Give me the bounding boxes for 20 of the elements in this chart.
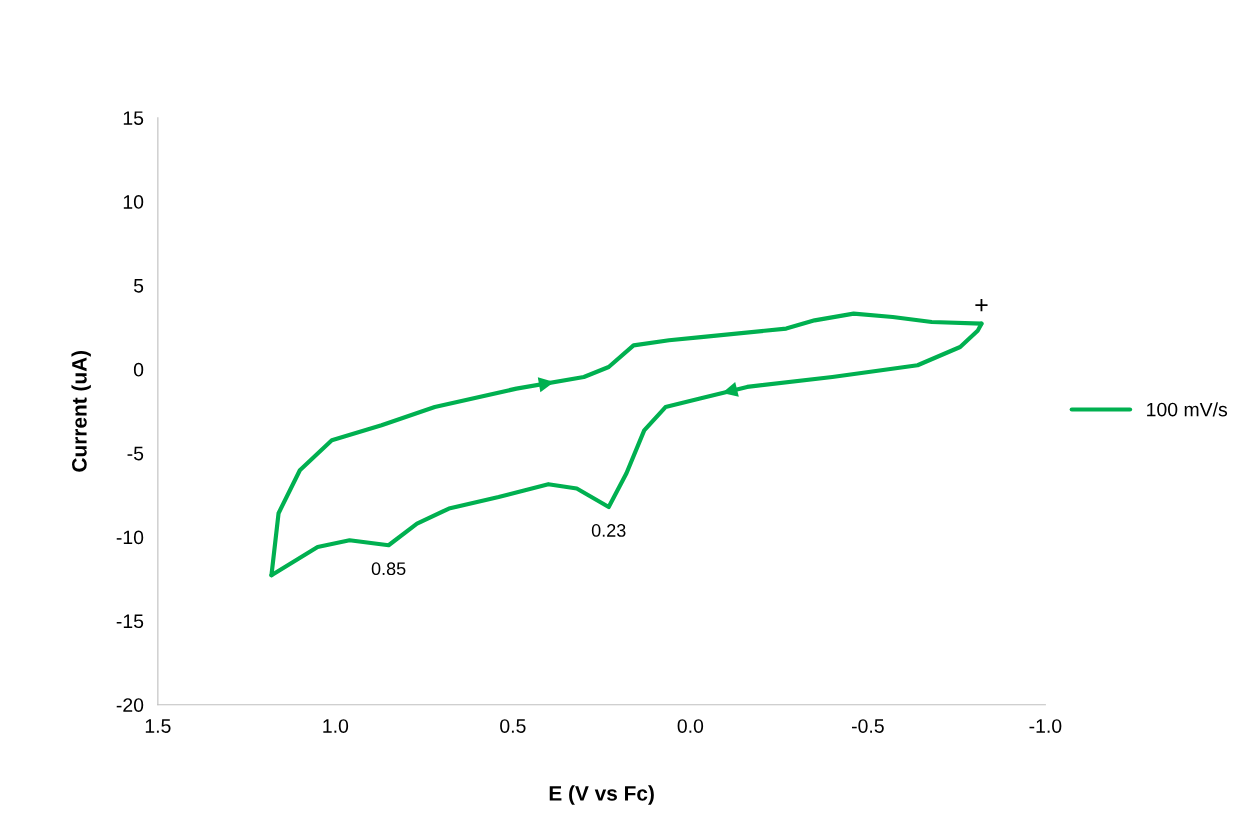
- y-tick-label: 10: [123, 195, 144, 209]
- y-tick-label: 5: [133, 279, 144, 293]
- annotation: +: [975, 299, 988, 312]
- y-axis-title: Current (uA): [71, 350, 91, 472]
- x-tick-label: -0.5: [851, 719, 884, 733]
- y-tick-label: 15: [123, 111, 144, 125]
- x-tick-label: 1.0: [323, 719, 349, 733]
- annotation: 0.85: [371, 562, 406, 576]
- x-tick-label: -1.0: [1029, 719, 1062, 733]
- y-tick-label: -20: [116, 698, 144, 712]
- y-tick-label: -10: [116, 530, 144, 545]
- x-tick-label: 1.5: [145, 719, 171, 733]
- legend-label: 100 mV/s: [1147, 402, 1228, 417]
- x-tick-label: 0.5: [500, 719, 526, 733]
- y-tick-label: 0: [133, 362, 144, 377]
- annotation: 0.23: [591, 524, 626, 537]
- y-tick-label: -15: [116, 614, 144, 629]
- y-tick-label: -5: [127, 446, 144, 461]
- x-axis-title: E (V vs Fc): [549, 785, 654, 805]
- x-tick-label: 0.0: [677, 719, 704, 733]
